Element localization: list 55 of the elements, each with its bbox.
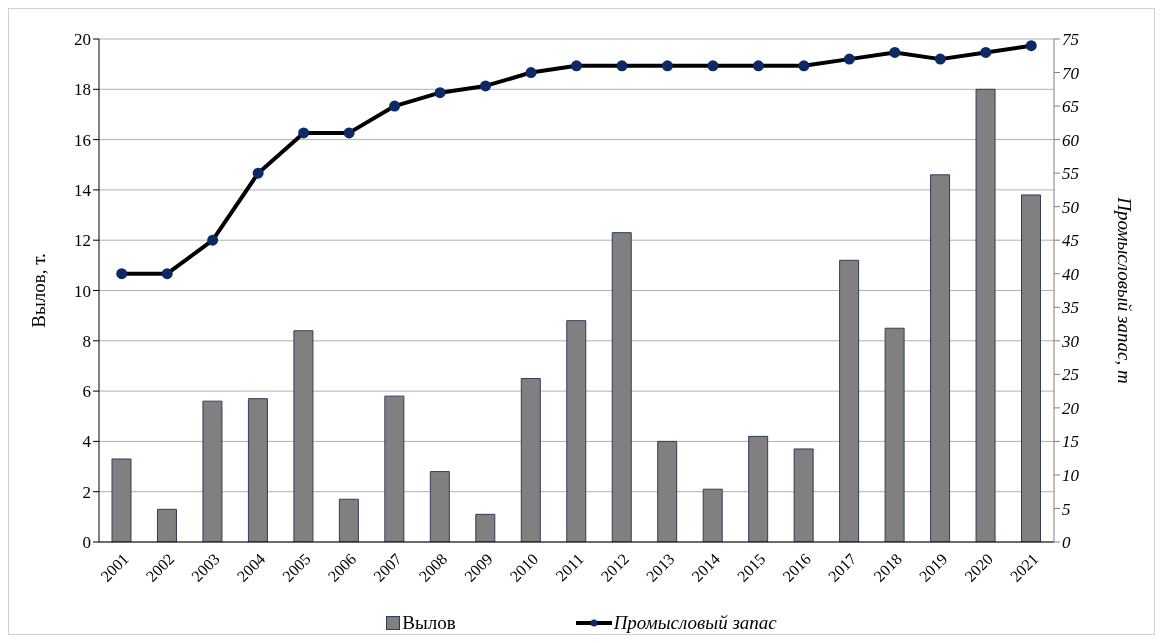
y2-tick-label: 45 [1062,231,1079,251]
bar [111,458,132,542]
bar [384,395,405,542]
x-tick-label: 2011 [552,550,587,585]
y-tick-label: 2 [82,482,91,502]
bar [657,440,678,542]
bar [566,320,587,542]
y-tick-label: 8 [82,331,91,351]
bar [1021,194,1042,542]
bar [839,259,860,542]
y-tick-label: 16 [74,130,91,150]
bar [429,471,450,542]
bar [975,88,996,542]
y2-tick-label: 30 [1061,331,1080,351]
y-tick-label: 12 [74,231,91,251]
y2-tick-label: 50 [1062,197,1080,217]
legend-label: Промысловый запас [612,612,777,634]
bar [702,488,723,542]
y-tick-label: 0 [82,533,91,553]
y2-tick-label: 10 [1062,465,1080,485]
y2-tick-label: 0 [1062,533,1071,553]
y2-tick-label: 55 [1062,164,1079,184]
y2-tick-label: 20 [1062,398,1080,418]
bar [475,513,496,542]
y2-tick-label: 5 [1062,499,1071,519]
y-tick-label: 18 [74,80,91,100]
y2-tick-label: 40 [1062,264,1080,284]
y2-tick-label: 65 [1062,97,1079,117]
bar [293,330,314,542]
y-tick-label: 14 [74,180,92,200]
bar [520,378,541,542]
y2-tick-label: 15 [1062,432,1079,452]
legend-label: Вылов [401,612,456,634]
y-tick-label: 10 [74,281,91,301]
bar [156,508,177,542]
bar [611,232,632,542]
x-tick-label: 2021 [1006,550,1042,585]
bar [338,498,359,542]
y-tick-label: 4 [82,432,92,452]
y-tick-label: 20 [74,30,91,50]
bar [793,448,814,542]
bar [247,398,268,542]
bar [884,327,905,542]
y2-tick-label: 70 [1062,63,1080,83]
y2-axis-title: Промысловый запас, т [1114,196,1136,384]
y2-tick-label: 60 [1062,130,1080,150]
bar [748,435,769,542]
y-axis-title: Вылов, т. [27,253,49,328]
y2-tick-label: 75 [1062,30,1079,50]
x-tick-label: 2001 [97,550,132,585]
y2-tick-label: 35 [1061,298,1079,318]
bar [930,174,951,542]
bar [202,400,223,542]
y-tick-label: 6 [82,382,91,402]
y2-tick-label: 25 [1062,365,1079,385]
